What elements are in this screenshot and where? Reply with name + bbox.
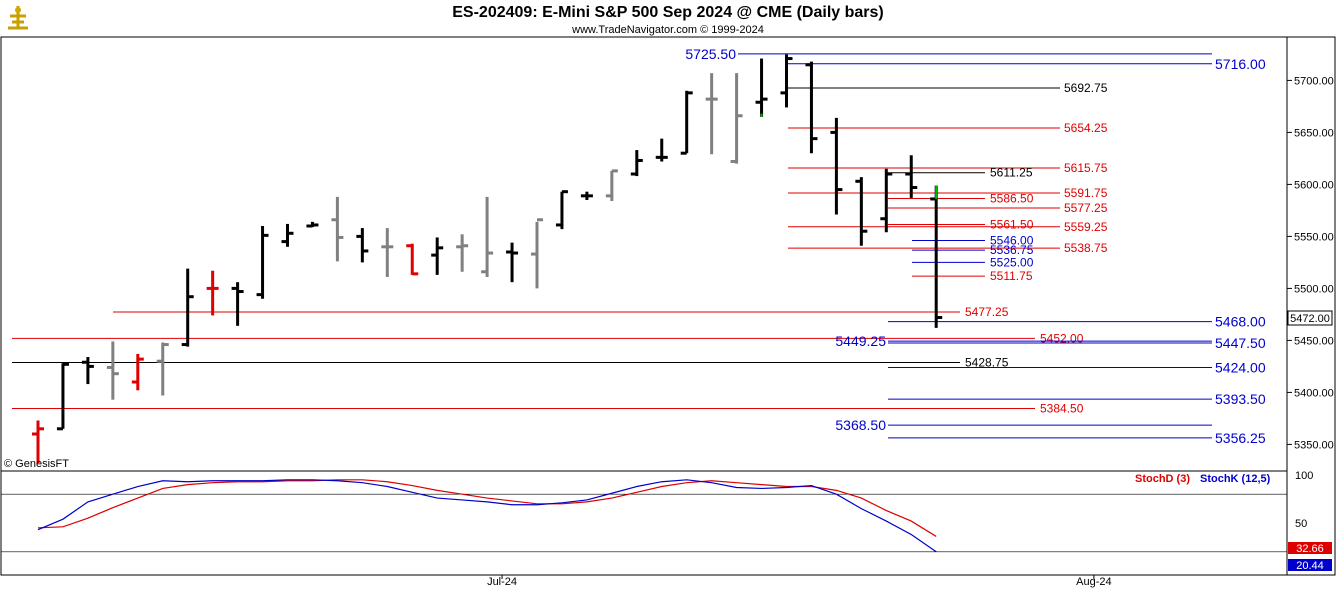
ohlc-bar — [905, 155, 918, 198]
price-axis-tick-label: 5500.00 — [1294, 283, 1334, 295]
stochastic-panel: 100 50 32.66 StochD (3) 20.44 StochK (12,5) — [1, 470, 1332, 572]
ohlc-bar — [106, 341, 119, 400]
chart-title: ES-202409: E-Mini S&P 500 Sep 2024 @ CME… — [452, 4, 883, 21]
ohlc-bar — [356, 228, 369, 263]
price-level-label: 5654.25 — [1064, 121, 1108, 135]
ohlc-bar — [481, 196, 494, 277]
stoch-last-value-tag — [1288, 559, 1332, 571]
price-level-label: 5525.00 — [990, 255, 1034, 269]
ohlc-bar — [580, 191, 593, 200]
price-level-label: 5725.50 — [685, 46, 736, 62]
last-price-tag — [1287, 310, 1333, 326]
ohlc-bar — [81, 357, 94, 385]
ohlc-bar — [331, 196, 344, 262]
ohlc-bar — [880, 168, 893, 233]
time-axis: Jul-24 Aug-24 — [487, 575, 1112, 588]
price-level-label: 5368.50 — [835, 417, 886, 433]
price-axis-tick-label: 5350.00 — [1294, 439, 1334, 451]
price-level-label: 5428.75 — [965, 356, 1009, 370]
ohlc-bar — [805, 61, 818, 154]
copyright-label: © GenesisFT — [4, 458, 69, 470]
ohlc-bar — [431, 237, 444, 275]
ohlc-bar — [206, 270, 219, 316]
price-level-label: 5356.25 — [1215, 430, 1266, 446]
ohlc-bar — [156, 342, 169, 396]
price-level-label: 5546.00 — [990, 234, 1034, 248]
ohlc-bar — [555, 190, 568, 230]
stoch-legend-entry: StochK (12,5) — [1200, 473, 1271, 485]
ohlc-bar — [32, 420, 44, 464]
price-level-label: 5536.75 — [990, 243, 1034, 257]
price-level-label: 5615.75 — [1064, 161, 1108, 175]
price-axis-tick-label: 5650.00 — [1294, 127, 1334, 139]
price-level-label: 5424.00 — [1215, 359, 1266, 375]
ohlc-bar — [381, 228, 394, 277]
ohlc-bar — [281, 223, 294, 247]
price-level-label: 5716.00 — [1215, 56, 1266, 72]
ohlc-bar — [855, 177, 868, 246]
stoch-series-line — [37, 479, 937, 537]
price-axis-tick-label: 5450.00 — [1294, 335, 1334, 347]
price-axis-frame — [1286, 36, 1336, 576]
stoch-series-line — [37, 479, 937, 553]
stoch-axis-tick-label: 100 — [1295, 470, 1313, 482]
ohlc-bar — [531, 218, 543, 289]
price-axis-tick-label: 5700.00 — [1294, 75, 1334, 87]
price-axis-tick-label: 5400.00 — [1294, 387, 1334, 399]
price-level-label: 5561.50 — [990, 217, 1034, 231]
ohlc-bar — [630, 150, 643, 177]
genesis-logo-icon — [4, 4, 32, 32]
price-level-label: 5468.00 — [1215, 314, 1266, 330]
price-level-label: 5511.75 — [990, 269, 1033, 283]
ohlc-bar — [780, 54, 793, 108]
time-axis-label: Aug-24 — [1076, 576, 1111, 588]
ohlc-bar — [705, 73, 718, 155]
ohlc-bar — [456, 234, 469, 272]
price-levels: 5725.50 5716.00 5692.75 5654.25 5615.75 5611.… — [12, 46, 1266, 446]
ohlc-bar — [56, 362, 69, 431]
price-level-label: 5452.00 — [1040, 331, 1084, 345]
price-level-label: 5449.25 — [835, 333, 886, 349]
time-axis-label: Jul-24 — [487, 576, 517, 588]
ohlc-bar — [655, 138, 668, 162]
ohlc-bar — [755, 58, 768, 117]
last-price-label: 5472.00 — [1290, 313, 1330, 325]
price-level-label: 5384.50 — [1040, 402, 1084, 416]
chart-subtitle: www.TradeNavigator.com © 1999-2024 — [571, 24, 764, 36]
ohlc-bar — [605, 169, 618, 202]
price-level-label: 5591.75 — [1064, 186, 1108, 200]
price-axis: 5350.00 5400.00 5450.00 5500.00 5550.00 5600.… — [1287, 75, 1334, 451]
stoch-axis-tick-label: 50 — [1295, 518, 1307, 530]
ohlc-bar — [256, 226, 269, 299]
ohlc-bar — [506, 242, 519, 283]
ohlc-bar — [730, 73, 743, 164]
price-axis-tick-label: 5600.00 — [1294, 179, 1334, 191]
ohlc-bar — [406, 243, 419, 276]
stoch-last-value-tag — [1288, 542, 1332, 554]
stoch-last-value-label: 32.66 — [1296, 543, 1324, 555]
ohlc-bar — [830, 117, 843, 215]
price-level-label: 5393.50 — [1215, 391, 1266, 407]
ohlc-bar — [231, 282, 244, 326]
price-level-label: 5586.50 — [990, 191, 1034, 205]
price-level-label: 5538.75 — [1064, 241, 1108, 255]
price-level-label: 5477.25 — [965, 305, 1009, 319]
price-level-label: 5611.25 — [990, 166, 1033, 180]
stoch-legend-entry: StochD (3) — [1135, 473, 1190, 485]
price-axis-tick-label: 5550.00 — [1294, 231, 1334, 243]
price-level-label: 5692.75 — [1064, 81, 1108, 95]
ohlc-bar — [131, 353, 144, 391]
ohlc-bar — [306, 221, 319, 228]
stoch-last-value-label: 20.44 — [1296, 560, 1324, 572]
ohlc-bar — [680, 90, 693, 155]
price-level-label: 5577.25 — [1064, 201, 1108, 215]
ohlc-bar — [181, 268, 194, 347]
ohlc-bars — [32, 54, 943, 464]
price-level-label: 5447.50 — [1215, 335, 1266, 351]
price-level-label: 5559.25 — [1064, 220, 1108, 234]
